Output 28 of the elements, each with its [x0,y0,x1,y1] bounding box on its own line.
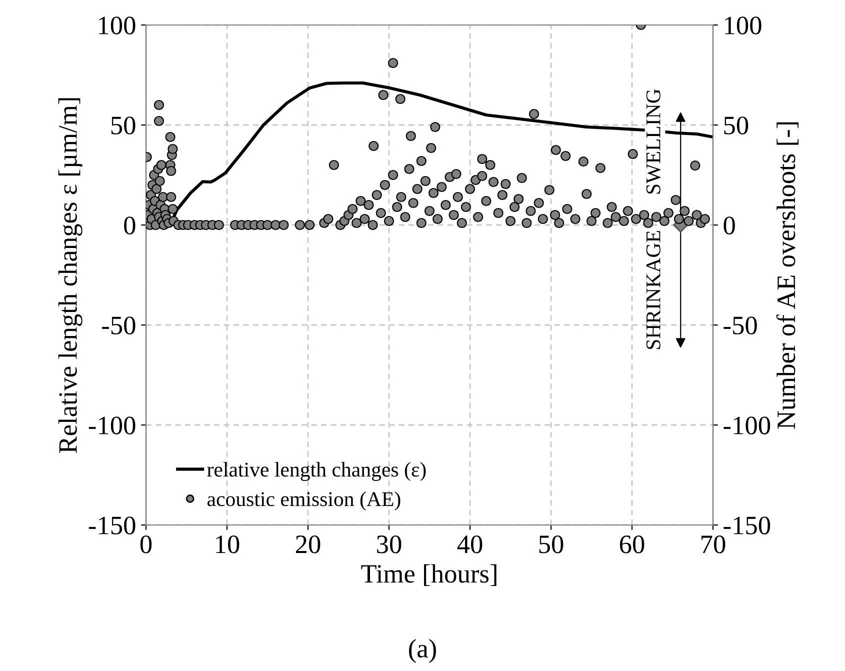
y2-tick-label: -50 [724,316,757,334]
y-tick-label: -50 [102,316,136,334]
x-tick-label: 50 [539,535,564,554]
legend-label: acoustic emission (AE) [207,492,400,510]
x-tick-label: 70 [702,535,726,554]
text: (a) [409,639,436,663]
y2-tick-label: -150 [724,516,770,534]
x-tick-label: 30 [377,535,402,554]
y2-tick-label: 50 [724,116,748,134]
x-tick-label: 20 [296,535,320,554]
annotation: SWELLING [646,89,660,194]
legend-label: relative length changes (ε) [207,462,426,481]
y-tick-label: 100 [99,16,136,34]
y2-axis-title: Number of AE overshoots [-] [776,122,798,429]
y-tick-label: 0 [124,216,136,234]
y-axis-title: Relative length changes ε [µm/m] [58,98,82,454]
x-tick-label: 0 [140,535,152,554]
y-tick-label: -100 [88,416,136,434]
y-tick-label: -150 [88,516,136,534]
annotation: SHRINKAGE [646,231,660,349]
y-tick-label: 50 [111,116,136,134]
y2-tick-label: 0 [724,216,735,234]
x-tick-label: 40 [457,535,482,554]
x-axis-title: Time [hours] [361,564,496,586]
y2-tick-label: 100 [725,16,762,34]
x-tick-label: 60 [620,535,644,554]
x-tick-label: 10 [216,535,240,554]
y2-tick-label: -100 [724,416,770,434]
